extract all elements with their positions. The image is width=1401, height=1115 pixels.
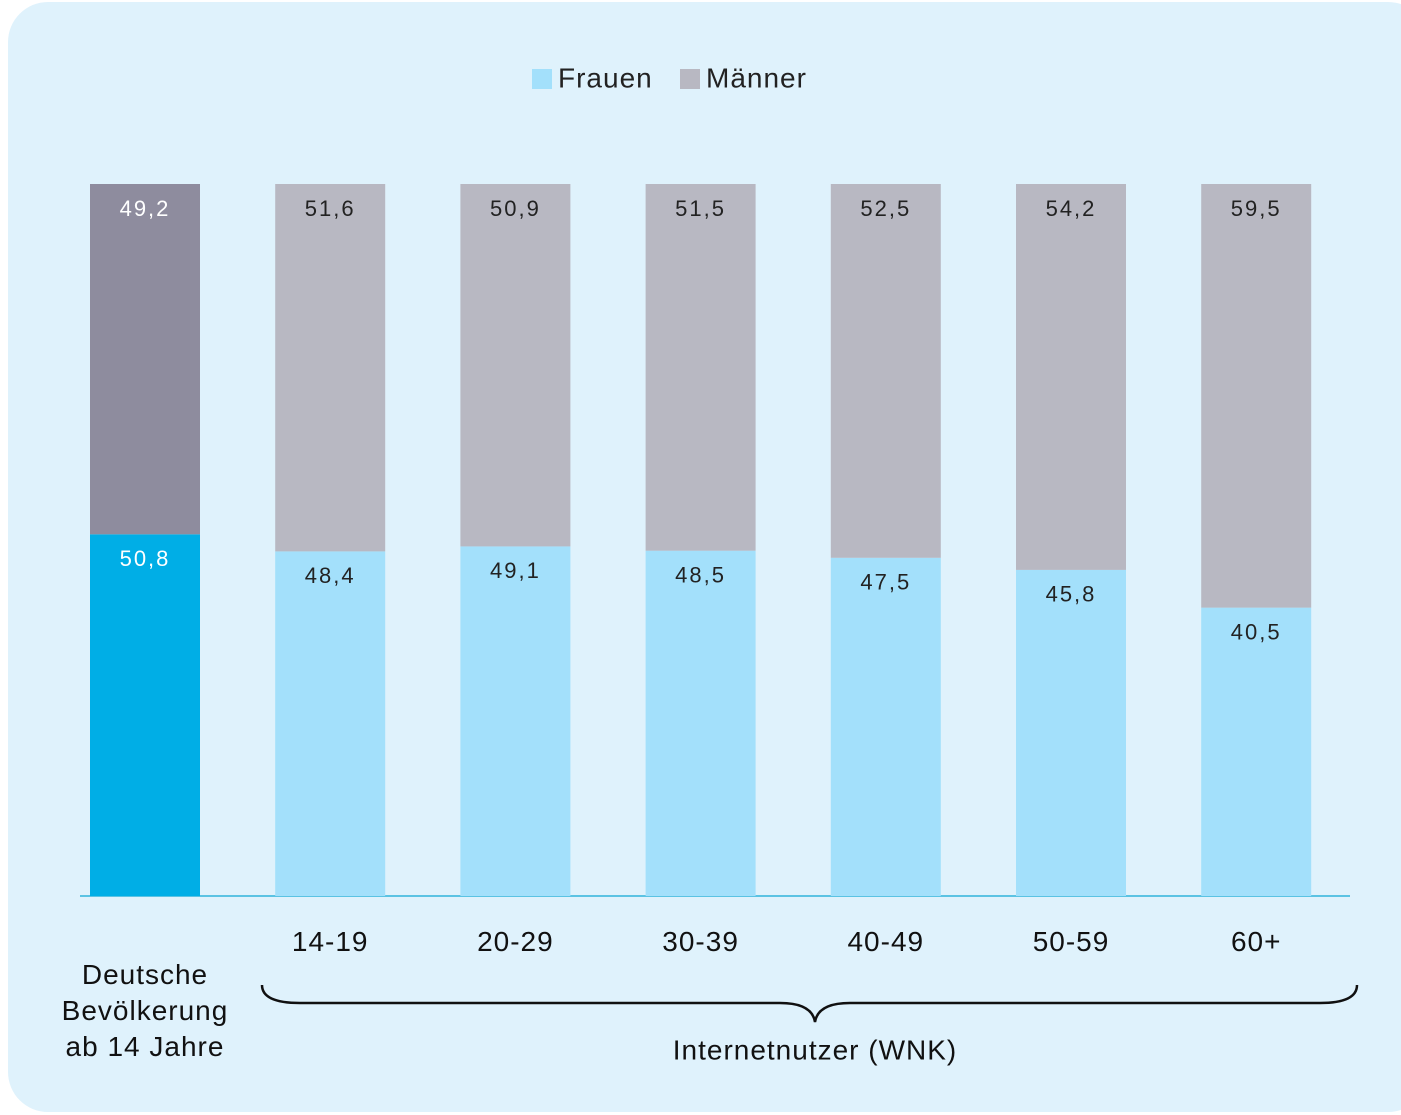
value-label: 54,2 xyxy=(1046,196,1097,221)
x-tick-label: 14-19 xyxy=(291,926,369,957)
x-tick-label: 20-29 xyxy=(477,926,554,957)
bar-segment xyxy=(830,184,941,558)
legend-label: Männer xyxy=(706,62,807,93)
bar-segment xyxy=(275,184,386,552)
legend-swatch xyxy=(680,69,700,89)
legend-swatch xyxy=(532,69,552,89)
bar-segment xyxy=(645,184,756,551)
value-label: 50,9 xyxy=(490,196,541,221)
bar-segment xyxy=(275,551,386,896)
value-label: 49,2 xyxy=(120,196,171,221)
legend-label: Frauen xyxy=(558,62,653,93)
value-label: 59,5 xyxy=(1231,196,1282,221)
bar-segment xyxy=(1201,184,1312,608)
x-tick-label: 60+ xyxy=(1230,926,1282,957)
value-label: 49,1 xyxy=(490,558,541,583)
brace xyxy=(260,984,1359,1023)
value-label: 48,4 xyxy=(305,563,356,588)
x-tick-label: Deutsche Bevölkerung ab 14 Jahre xyxy=(61,959,229,1062)
value-label: 52,5 xyxy=(860,196,911,221)
bar-segment xyxy=(1016,569,1126,896)
value-label: 47,5 xyxy=(860,570,911,595)
bar-segment xyxy=(645,550,756,896)
bar-segment xyxy=(1201,607,1312,896)
value-label: 51,5 xyxy=(675,196,726,221)
bar-segment xyxy=(90,534,200,896)
bar-segment xyxy=(1016,184,1126,570)
annotation: Internetnutzer (WNK) xyxy=(673,1034,958,1065)
value-label: 50,8 xyxy=(120,546,171,571)
value-label: 51,6 xyxy=(305,196,356,221)
bar-segment xyxy=(460,546,571,896)
x-tick-label: 40-49 xyxy=(847,926,925,957)
bar-segment xyxy=(830,557,941,896)
x-tick-label: 30-39 xyxy=(662,926,739,957)
x-tick-label: 50-59 xyxy=(1032,926,1110,957)
value-label: 48,5 xyxy=(675,562,726,587)
bar-segment xyxy=(460,184,571,547)
bar-segment xyxy=(90,184,200,535)
value-label: 40,5 xyxy=(1231,619,1282,644)
value-label: 45,8 xyxy=(1046,582,1097,607)
